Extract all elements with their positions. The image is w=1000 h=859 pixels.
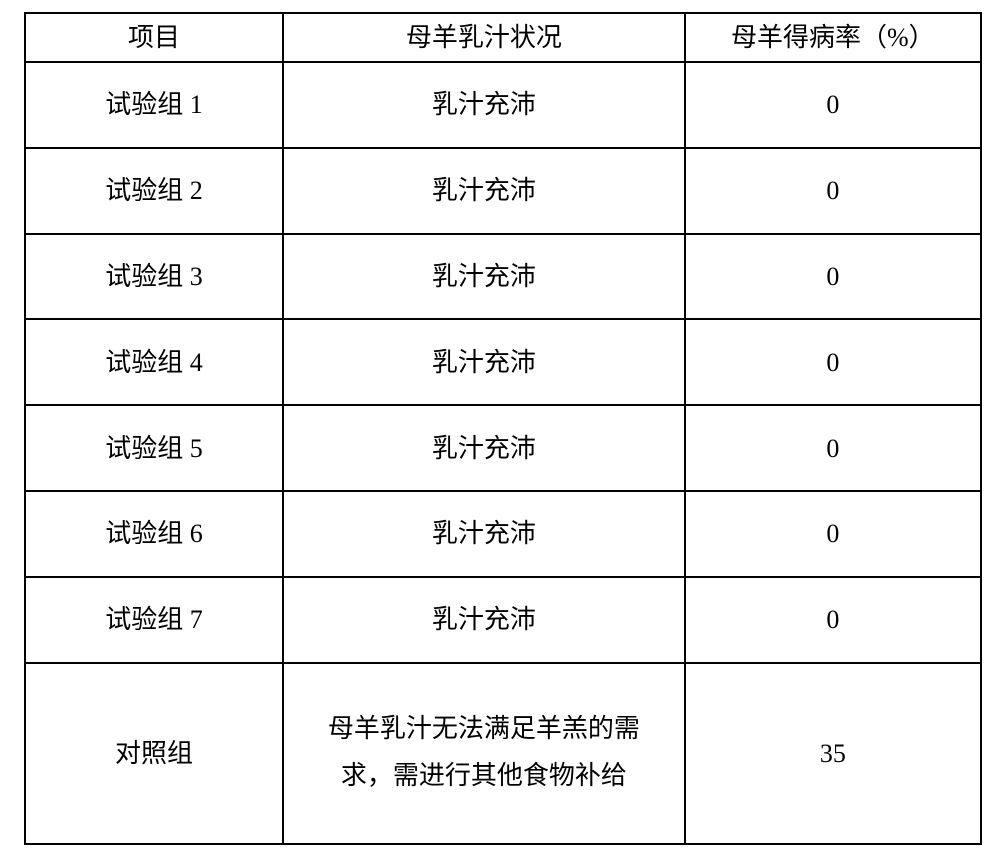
cell-rate: 0 <box>685 319 981 405</box>
cell-status: 母羊乳汁无法满足羊羔的需求，需进行其他食物补给 <box>283 663 685 844</box>
table-row: 试验组 6 乳汁充沛 0 <box>25 491 981 577</box>
table-row: 试验组 3 乳汁充沛 0 <box>25 234 981 320</box>
table-row: 试验组 2 乳汁充沛 0 <box>25 148 981 234</box>
table-header-row: 项目 母羊乳汁状况 母羊得病率（%） <box>25 13 981 62</box>
cell-item: 对照组 <box>25 663 283 844</box>
page-container: 项目 母羊乳汁状况 母羊得病率（%） 试验组 1 乳汁充沛 0 试验组 2 乳汁… <box>0 0 1000 859</box>
col-header-rate: 母羊得病率（%） <box>685 13 981 62</box>
cell-rate: 0 <box>685 62 981 148</box>
cell-item: 试验组 1 <box>25 62 283 148</box>
cell-item: 试验组 5 <box>25 405 283 491</box>
cell-item: 试验组 6 <box>25 491 283 577</box>
cell-rate: 0 <box>685 234 981 320</box>
cell-status: 乳汁充沛 <box>283 405 685 491</box>
cell-item: 试验组 7 <box>25 577 283 663</box>
cell-rate: 0 <box>685 491 981 577</box>
cell-item: 试验组 3 <box>25 234 283 320</box>
col-header-status: 母羊乳汁状况 <box>283 13 685 62</box>
cell-rate: 0 <box>685 148 981 234</box>
cell-status: 乳汁充沛 <box>283 62 685 148</box>
cell-item: 试验组 2 <box>25 148 283 234</box>
table-row: 对照组 母羊乳汁无法满足羊羔的需求，需进行其他食物补给 35 <box>25 663 981 844</box>
cell-rate: 0 <box>685 405 981 491</box>
data-table: 项目 母羊乳汁状况 母羊得病率（%） 试验组 1 乳汁充沛 0 试验组 2 乳汁… <box>24 12 982 845</box>
cell-status: 乳汁充沛 <box>283 234 685 320</box>
table-row: 试验组 4 乳汁充沛 0 <box>25 319 981 405</box>
cell-status: 乳汁充沛 <box>283 491 685 577</box>
table-row: 试验组 5 乳汁充沛 0 <box>25 405 981 491</box>
table-row: 试验组 1 乳汁充沛 0 <box>25 62 981 148</box>
cell-status: 乳汁充沛 <box>283 577 685 663</box>
cell-item: 试验组 4 <box>25 319 283 405</box>
cell-status: 乳汁充沛 <box>283 148 685 234</box>
cell-status: 乳汁充沛 <box>283 319 685 405</box>
cell-rate: 0 <box>685 577 981 663</box>
table-row: 试验组 7 乳汁充沛 0 <box>25 577 981 663</box>
col-header-item: 项目 <box>25 13 283 62</box>
cell-rate: 35 <box>685 663 981 844</box>
